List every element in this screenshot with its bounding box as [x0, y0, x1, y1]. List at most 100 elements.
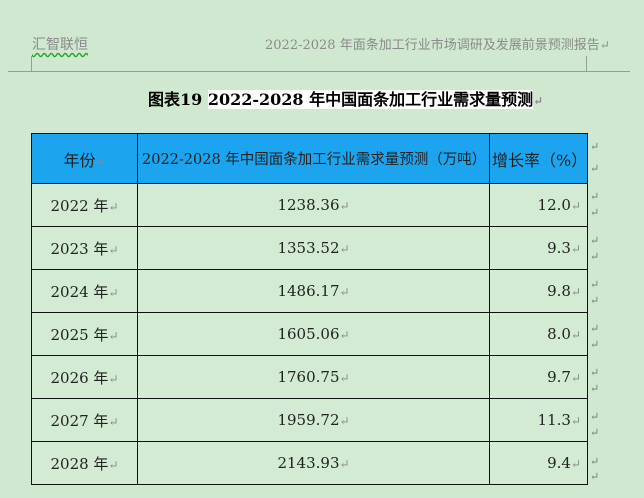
cell-rate-text: 9.3	[547, 239, 571, 257]
row-end-mark: ↵	[590, 278, 600, 291]
row-end-mark: ↵	[590, 426, 600, 439]
cell-value-text: 1353.52	[277, 239, 340, 257]
cell-mark: ↵	[339, 285, 350, 299]
cell-year: 2024 年↵	[31, 269, 138, 313]
cell-year: 2023 年↵	[31, 226, 138, 270]
cell-rate-text: 8.0	[547, 325, 571, 343]
page-header-left: 汇智联恒	[32, 34, 88, 54]
row-end-mark: ↵	[590, 322, 600, 335]
cell-rate: 11.3↵	[489, 398, 588, 442]
cell-mark: ↵	[570, 457, 581, 471]
cell-value-text: 1486.17	[277, 282, 340, 300]
cell-rate-text: 9.4	[547, 454, 571, 472]
cell-year: 2025 年↵	[31, 312, 138, 356]
table-row: 2022 年↵ 1238.36↵ 12.0↵	[31, 183, 588, 227]
cell-mark: ↵	[108, 371, 119, 386]
margin-corner-right-v	[586, 56, 587, 72]
cell-value: 1486.17↵	[137, 269, 490, 313]
cell-rate: 9.7↵	[489, 355, 588, 399]
cell-rate: 12.0↵	[489, 183, 588, 227]
row-end-mark: ↵	[590, 294, 600, 307]
row-end-mark: ↵	[590, 190, 600, 203]
header-year-label: 年份	[63, 150, 96, 170]
margin-corner-left-v	[31, 56, 32, 72]
cell-rate: 8.0↵	[489, 312, 588, 356]
cell-rate: 9.8↵	[489, 269, 588, 313]
cell-mark: ↵	[95, 154, 106, 169]
cell-mark: ↵	[339, 328, 350, 342]
cell-mark: ↵	[339, 457, 350, 471]
cell-mark: ↵	[570, 414, 581, 428]
row-end-mark: ↵	[590, 366, 600, 379]
header-cell-year: 年份↵	[31, 133, 138, 184]
margin-corner-right-h	[586, 71, 610, 72]
header-cell-rate: 增长率（%）	[489, 133, 588, 184]
cell-rate-text: 9.8	[547, 282, 571, 300]
cell-mark: ↵	[339, 199, 350, 213]
table-row: 2027 年↵ 1959.72↵ 11.3↵	[31, 398, 588, 442]
cell-rate-text: 11.3	[537, 411, 571, 429]
cell-mark: ↵	[108, 285, 119, 300]
cell-year: 2027 年↵	[31, 398, 138, 442]
cell-rate: 9.3↵	[489, 226, 588, 270]
cell-year: 2028 年↵	[31, 441, 138, 485]
cell-year-text: 2025 年	[50, 325, 109, 344]
row-end-mark: ↵	[590, 140, 600, 153]
table-row: 2023 年↵ 1353.52↵ 9.3↵	[31, 226, 588, 270]
cell-mark: ↵	[570, 285, 581, 299]
row-end-mark: ↵	[590, 162, 600, 175]
cell-value: 1353.52↵	[137, 226, 490, 270]
cell-rate-text: 12.0	[537, 196, 571, 214]
cell-mark: ↵	[570, 242, 581, 256]
row-end-mark: ↵	[590, 338, 600, 351]
cell-year-text: 2026 年	[50, 368, 109, 387]
cell-mark: ↵	[339, 242, 350, 256]
cell-value-text: 1760.75	[277, 368, 340, 386]
header-cell-value: 2022-2028 年中国面条加工行业需求量预测（万吨）	[137, 133, 490, 184]
cell-mark: ↵	[339, 414, 350, 428]
cell-mark: ↵	[570, 328, 581, 342]
table-row: 2024 年↵ 1486.17↵ 9.8↵	[31, 269, 588, 313]
cell-year-text: 2023 年	[50, 239, 109, 258]
table-row: 2025 年↵ 1605.06↵ 8.0↵	[31, 312, 588, 356]
row-end-mark: ↵	[590, 250, 600, 263]
cell-value: 1959.72↵	[137, 398, 490, 442]
caption-title: 2022-2028 年中国面条加工行业需求量预测	[207, 90, 534, 109]
forecast-table: 年份↵ 2022-2028 年中国面条加工行业需求量预测（万吨） 增长率（%） …	[31, 133, 588, 485]
row-end-mark: ↵	[590, 234, 600, 247]
cell-value: 2143.93↵	[137, 441, 490, 485]
row-end-mark: ↵	[590, 382, 600, 395]
page-header-right: 2022-2028 年面条加工行业市场调研及发展前景预测报告↵	[265, 34, 610, 53]
row-end-mark: ↵	[590, 206, 600, 219]
table-row: 2028 年↵ 2143.93↵ 9.4↵	[31, 441, 588, 485]
cell-rate-text: 9.7	[547, 368, 571, 386]
cell-year-text: 2024 年	[50, 282, 109, 301]
table-row: 2026 年↵ 1760.75↵ 9.7↵	[31, 355, 588, 399]
row-end-mark: ↵	[590, 470, 600, 483]
cell-value-text: 1238.36	[277, 196, 340, 214]
cell-mark: ↵	[570, 199, 581, 213]
cell-year: 2026 年↵	[31, 355, 138, 399]
cell-value: 1238.36↵	[137, 183, 490, 227]
header-company-name: 汇智联恒	[32, 37, 88, 53]
cell-value: 1760.75↵	[137, 355, 490, 399]
table-header-row: 年份↵ 2022-2028 年中国面条加工行业需求量预测（万吨） 增长率（%）	[31, 133, 588, 184]
cell-rate: 9.4↵	[489, 441, 588, 485]
header-rule	[8, 71, 630, 72]
cell-mark: ↵	[108, 457, 119, 472]
table-caption: 图表19 2022-2028 年中国面条加工行业需求量预测↵	[148, 86, 543, 110]
cell-mark: ↵	[108, 328, 119, 343]
cell-mark: ↵	[108, 242, 119, 257]
paragraph-mark: ↵	[599, 38, 610, 52]
caption-label: 图表19	[148, 90, 208, 109]
row-end-mark: ↵	[590, 455, 600, 468]
cell-value-text: 2143.93	[277, 454, 340, 472]
cell-value: 1605.06↵	[137, 312, 490, 356]
header-report-title: 2022-2028 年面条加工行业市场调研及发展前景预测报告	[265, 38, 600, 53]
cell-year-text: 2028 年	[50, 454, 109, 473]
paragraph-mark: ↵	[533, 94, 544, 108]
cell-year-text: 2022 年	[50, 196, 109, 215]
cell-year: 2022 年↵	[31, 183, 138, 227]
cell-value-text: 1605.06	[277, 325, 340, 343]
cell-mark: ↵	[339, 371, 350, 385]
